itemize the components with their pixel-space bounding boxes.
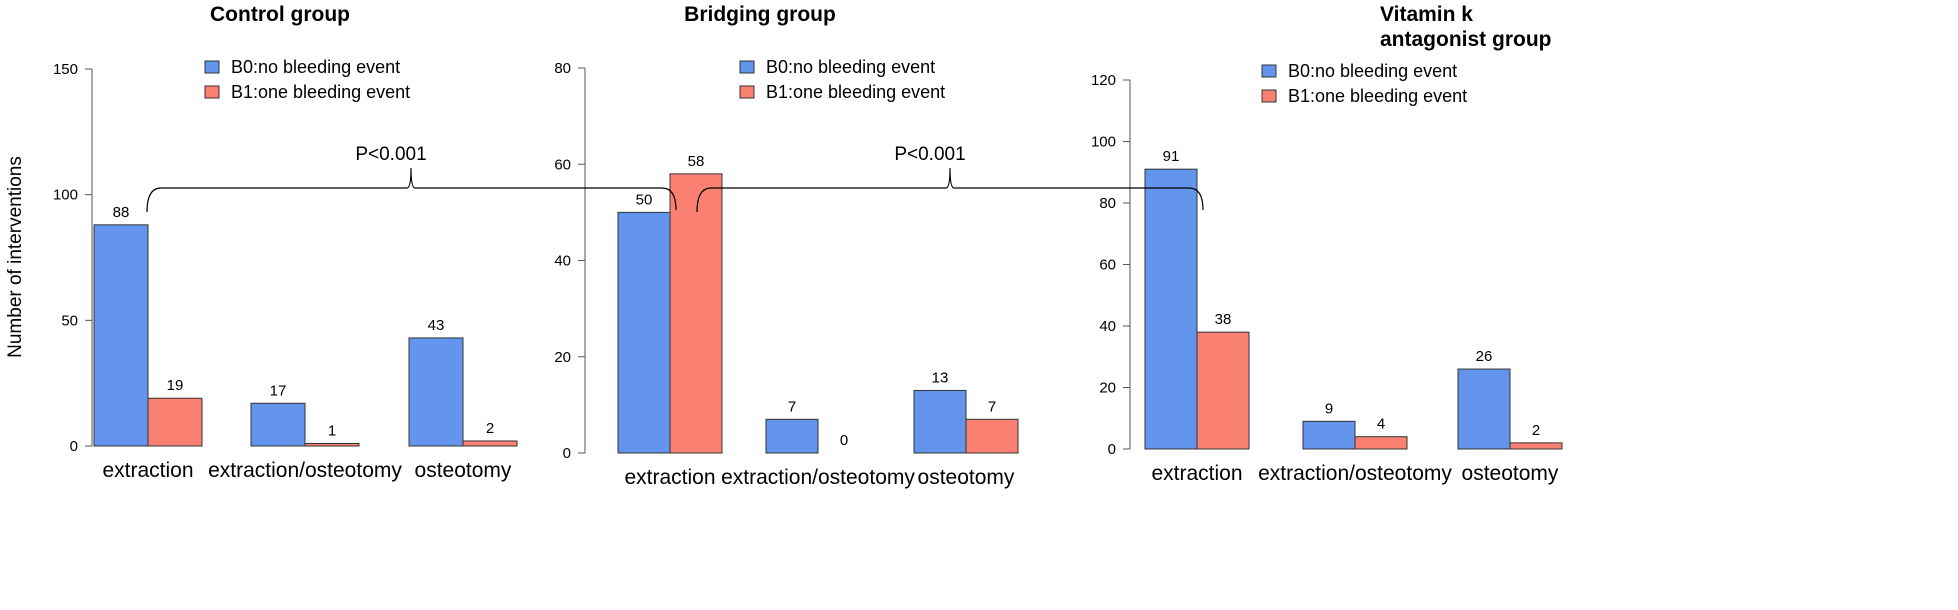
legend-swatch: [204, 85, 220, 99]
chart-title: Control group: [210, 3, 350, 26]
y-tick-label: 0: [70, 438, 78, 455]
y-tick-label: 20: [1099, 380, 1116, 397]
y-tick-label: 40: [1099, 318, 1116, 335]
legend-swatch: [1261, 89, 1277, 103]
legend-swatch: [739, 85, 755, 99]
data-label: 50: [636, 191, 653, 208]
bar-b0: [913, 389, 967, 454]
chart-title: Bridging group: [684, 3, 836, 26]
bar-b0: [93, 224, 149, 447]
y-tick-label: 20: [554, 349, 571, 366]
legend-label: B1:one bleeding event: [1288, 86, 1467, 106]
y-tick-label: 60: [554, 156, 571, 173]
bar-b1: [1354, 436, 1408, 450]
data-label: 58: [688, 153, 705, 170]
comparison-bracket: [146, 167, 677, 213]
data-label: 88: [113, 204, 130, 221]
legend-label: B0:no bleeding event: [231, 57, 400, 77]
y-tick-label: 150: [53, 61, 78, 78]
data-label: 4: [1377, 416, 1385, 433]
legend-swatch: [204, 60, 220, 74]
data-label: 2: [486, 420, 494, 437]
legend-label: B0:no bleeding event: [766, 57, 935, 77]
category-label: osteotomy: [918, 466, 1015, 489]
bar-b1: [1196, 331, 1250, 450]
y-tick-label: 50: [61, 312, 78, 329]
data-label: 0: [840, 432, 848, 449]
bar-b1: [669, 173, 723, 454]
y-tick-label: 120: [1091, 72, 1116, 89]
bar-b0: [1457, 368, 1511, 450]
legend-label: B0:no bleeding event: [1288, 61, 1457, 81]
data-label: 2: [1532, 422, 1540, 439]
category-label: extraction/osteotomy: [208, 459, 402, 482]
comparison-bracket: [696, 167, 1204, 213]
y-tick-label: 60: [1099, 257, 1116, 274]
p-value-label: P<0.001: [894, 144, 965, 165]
y-tick-label: 80: [554, 60, 571, 77]
bar-b1: [304, 442, 360, 447]
category-label: extraction/osteotomy: [1258, 462, 1452, 485]
y-tick-label: 100: [53, 187, 78, 204]
legend-label: B1:one bleeding event: [766, 82, 945, 102]
y-axis-title: Number of interventions: [5, 156, 26, 358]
bar-b0: [1144, 168, 1198, 450]
data-label: 7: [788, 398, 796, 415]
data-label: 13: [932, 369, 949, 386]
y-tick-label: 100: [1091, 134, 1116, 151]
bar-b1: [965, 418, 1019, 454]
data-label: 19: [167, 377, 184, 394]
y-tick-label: 0: [1108, 441, 1116, 458]
category-label: extraction/osteotomy: [721, 466, 915, 489]
bar-b0: [408, 337, 464, 447]
data-label: 43: [428, 317, 445, 334]
category-label: osteotomy: [415, 459, 512, 482]
p-value-label: P<0.001: [355, 144, 426, 165]
bar-b0: [250, 402, 306, 447]
category-label: extraction: [624, 466, 715, 489]
data-label: 38: [1215, 311, 1232, 328]
legend-label: B1:one bleeding event: [231, 82, 410, 102]
y-tick-label: 80: [1099, 195, 1116, 212]
bar-b0: [617, 211, 671, 454]
data-label: 91: [1163, 148, 1180, 165]
bar-b0: [765, 418, 819, 454]
y-tick-label: 0: [563, 445, 571, 462]
chart-title: antagonist group: [1380, 28, 1552, 51]
category-label: osteotomy: [1462, 462, 1559, 485]
bar-b0: [1302, 420, 1356, 450]
data-label: 17: [270, 382, 287, 399]
data-label: 1: [328, 422, 336, 439]
bar-b1: [147, 397, 203, 447]
category-label: extraction: [102, 459, 193, 482]
data-label: 26: [1476, 348, 1493, 365]
data-label: 7: [988, 398, 996, 415]
bar-b1: [1509, 442, 1563, 450]
y-tick-label: 40: [554, 253, 571, 270]
bar-b1: [462, 440, 518, 447]
data-label: 9: [1325, 400, 1333, 417]
chart-title: Vitamin k: [1380, 3, 1473, 26]
category-label: extraction: [1151, 462, 1242, 485]
legend-swatch: [739, 60, 755, 74]
legend-swatch: [1261, 64, 1277, 78]
